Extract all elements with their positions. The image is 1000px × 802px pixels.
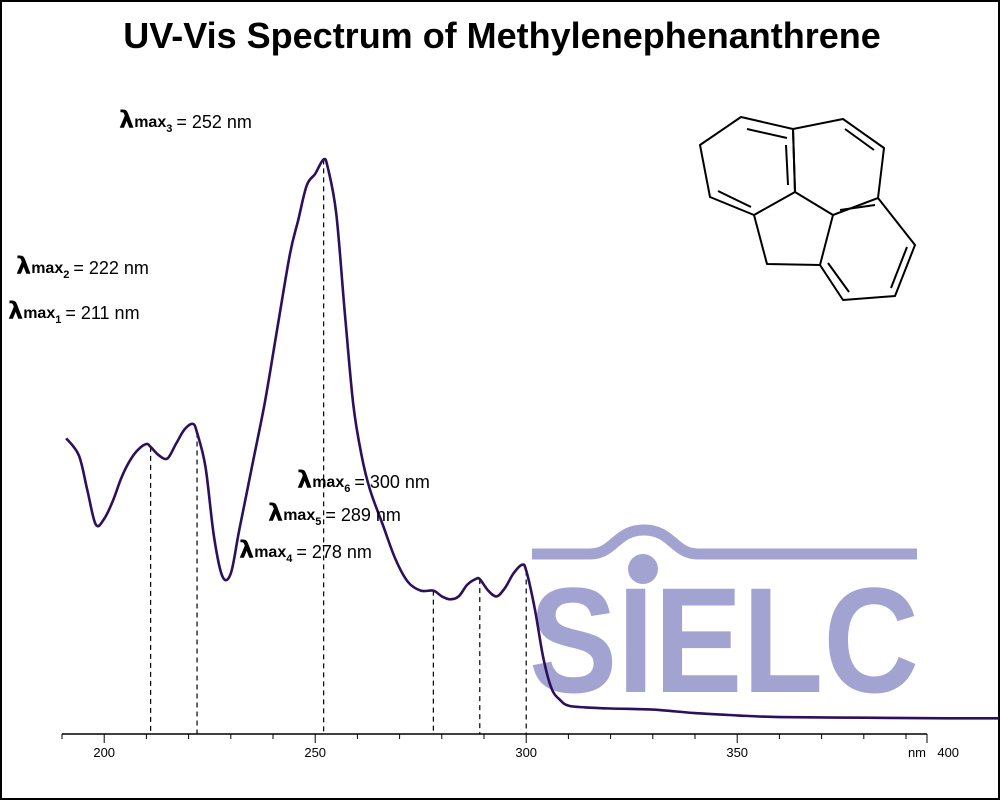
peak-label-value: = 222 nm (73, 258, 149, 278)
chart-title: UV-Vis Spectrum of Methylenephenanthrene (123, 15, 881, 56)
peak-label-subscript: 1 (55, 314, 61, 326)
peak-label-value: = 278 nm (296, 542, 372, 562)
peak-label: λmax3 = 252 nm (119, 106, 252, 135)
peak-label-subscript: 4 (286, 553, 293, 565)
peak-label: λmax1 = 211 nm (8, 297, 140, 326)
peak-label-max: max (254, 544, 286, 561)
peak-label-value: = 252 nm (176, 112, 252, 132)
peak-label-value: = 211 nm (65, 303, 139, 323)
peak-label: λmax6 = 300 nm (297, 466, 430, 495)
x-tick-label: 400 (937, 745, 959, 760)
lambda-symbol: λ (239, 536, 254, 564)
logo-arc (532, 524, 917, 560)
watermark-text: SIELC (529, 556, 919, 724)
lambda-symbol: λ (16, 252, 31, 280)
peak-label-subscript: 5 (315, 516, 321, 528)
peak-label-max: max (31, 260, 63, 277)
x-tick-label: 250 (304, 745, 326, 760)
peak-label-value: = 289 nm (325, 505, 401, 525)
peak-label-subscript: 2 (63, 269, 69, 281)
peak-label-value: = 300 nm (354, 472, 430, 492)
lambda-symbol: λ (297, 466, 312, 494)
spectrum-line (65, 157, 999, 720)
peak-label: λmax5 = 289 nm (268, 499, 401, 528)
lambda-symbol: λ (8, 297, 23, 325)
x-tick-label: 200 (93, 745, 115, 760)
logo-dot (628, 554, 658, 584)
lambda-symbol: λ (119, 106, 134, 134)
peak-label-max: max (23, 305, 55, 322)
peak-label: λmax2 = 222 nm (16, 252, 149, 281)
peak-label-subscript: 6 (344, 483, 350, 495)
x-axis-unit-label: nm (908, 745, 926, 760)
x-tick-label: 300 (515, 745, 537, 760)
peak-label-max: max (283, 507, 315, 524)
peak-label-max: max (312, 474, 344, 491)
x-tick-label: 350 (726, 745, 748, 760)
peak-drop-lines (150, 159, 527, 734)
peak-label-subscript: 3 (166, 123, 172, 135)
methylenephenanthrene-structure (699, 116, 916, 301)
peak-label: λmax4 = 278 nm (239, 536, 372, 565)
lambda-symbol: λ (268, 499, 283, 527)
peak-label-max: max (134, 114, 166, 131)
x-axis: 200250300350400450500550 nm (61, 733, 959, 760)
sielc-logo: SIELC (529, 524, 919, 724)
